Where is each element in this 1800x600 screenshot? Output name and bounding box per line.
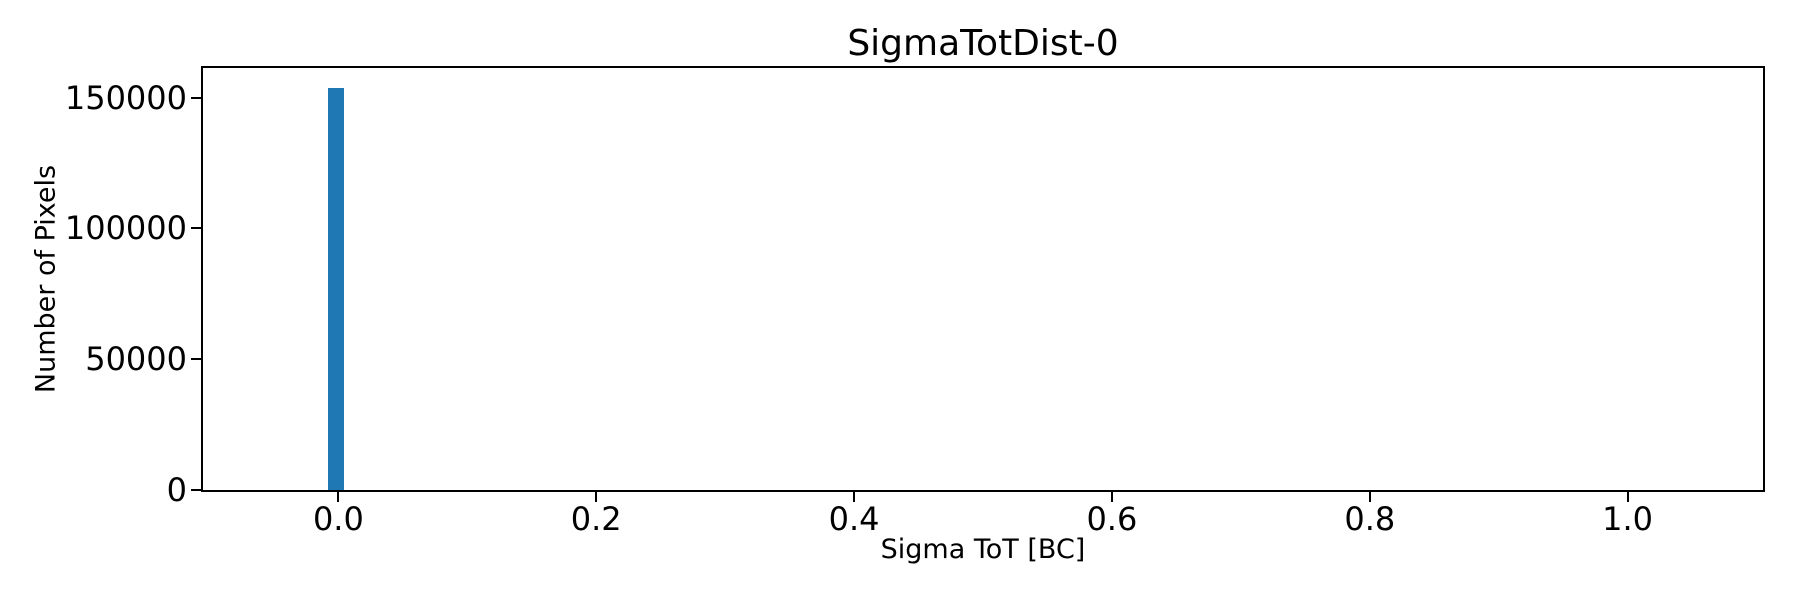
histogram-bar xyxy=(327,88,344,490)
y-tick-label: 0 xyxy=(166,471,187,509)
y-tick-mark xyxy=(191,489,203,491)
plot-area xyxy=(201,66,1765,492)
x-tick-mark xyxy=(595,490,598,502)
x-tick-label: 0.2 xyxy=(570,500,622,538)
y-tick-label: 100000 xyxy=(64,209,187,248)
x-tick-mark xyxy=(853,490,856,502)
x-tick-label: 0.6 xyxy=(1086,500,1138,538)
x-tick-mark xyxy=(337,490,340,502)
y-tick-mark xyxy=(191,227,203,230)
y-tick-mark xyxy=(191,358,203,361)
y-tick-label: 150000 xyxy=(64,78,187,117)
x-tick-label: 0.8 xyxy=(1344,500,1396,538)
y-tick-mark xyxy=(191,96,203,99)
x-axis-label: Sigma ToT [BC] xyxy=(880,534,1086,565)
x-tick-label: 1.0 xyxy=(1602,500,1654,538)
x-tick-mark xyxy=(1110,490,1113,502)
x-tick-label: 0.0 xyxy=(312,500,364,538)
x-tick-mark xyxy=(1368,490,1371,502)
chart-title: SigmaTotDist-0 xyxy=(847,23,1119,64)
y-tick-label: 50000 xyxy=(85,340,187,379)
x-tick-mark xyxy=(1626,490,1629,502)
x-tick-label: 0.4 xyxy=(828,500,880,538)
